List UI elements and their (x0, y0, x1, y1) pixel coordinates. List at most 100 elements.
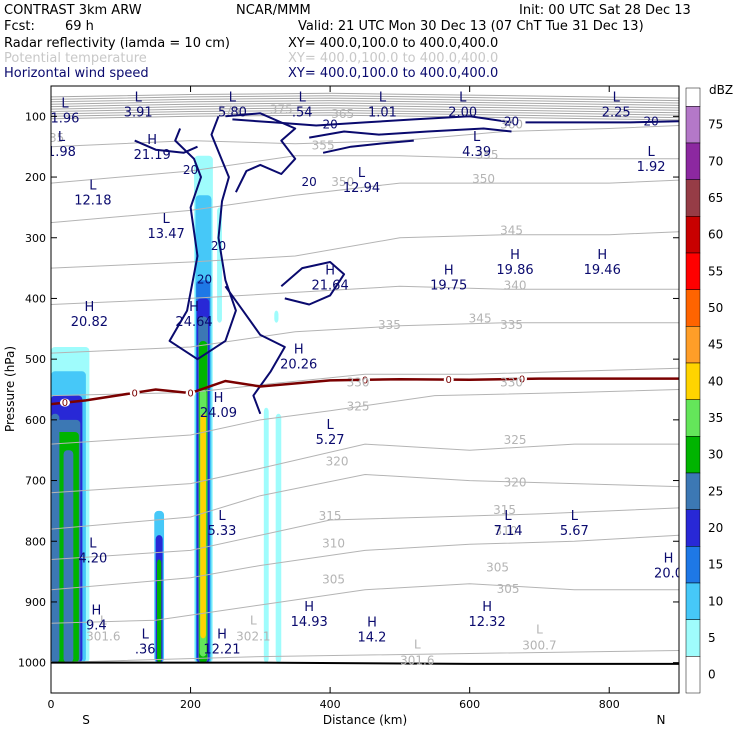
wind-extremum-value: 12.32 (469, 615, 506, 630)
refl-s-30 (157, 559, 162, 663)
wind-contour-label: 20 (322, 117, 337, 131)
theta-extremum-letter: L (100, 613, 107, 627)
theta-strat-0 (51, 92, 679, 99)
theta-contour-6 (51, 389, 679, 445)
colorbar-label: 30 (708, 448, 723, 462)
theta-label: 325 (504, 433, 527, 447)
wind-extremum-letter: L (89, 178, 97, 193)
y-tick-label: 500 (25, 353, 46, 366)
freezing-label-bg (443, 375, 454, 384)
wind-extremum-value: 5.27 (316, 433, 345, 448)
freezing-label-bg (517, 374, 527, 383)
wind-extremum-value: 1.98 (47, 145, 76, 160)
theta-label: 35 (49, 131, 64, 145)
colorbar-label: 70 (708, 154, 723, 168)
colorbar-label: 15 (708, 558, 723, 572)
wind-extremum-letter: H (304, 600, 314, 615)
refl-e2 (275, 413, 282, 663)
theta-strat-9 (51, 114, 679, 121)
field-theta-xy: XY= 400.0,100.0 to 400.0,400.0 (288, 51, 498, 66)
wind-extremum-value: 13.47 (148, 227, 185, 242)
wind-extremum-letter: H (444, 263, 454, 278)
y-tick-label: 300 (25, 232, 46, 245)
wind-extremum-value: .54 (292, 105, 313, 120)
freezing-level-line (51, 377, 679, 406)
theta-label: 340 (504, 278, 527, 292)
field-theta: Potential temperature (4, 51, 147, 66)
x-axis-label: Distance (km) (323, 713, 407, 727)
wind-extremum-letter: H (91, 603, 101, 618)
wind-contour-0 (168, 115, 237, 361)
colorbar-swatch-15 (685, 546, 701, 584)
wind-extremum-letter: L (58, 130, 66, 145)
wind-extremum-letter: H (217, 628, 227, 643)
y-tick-label: 100 (25, 110, 46, 123)
theta-contour-3 (51, 507, 679, 560)
theta-contour-0 (51, 650, 679, 664)
theta-contour-2 (51, 534, 679, 591)
theta-strat-6 (51, 107, 679, 114)
theta-label: 375 (217, 104, 240, 118)
wind-extremum-letter: L (473, 130, 481, 145)
theta-label: 350 (331, 175, 354, 189)
wind-contour-label: 20 (643, 114, 658, 128)
theta-extremum-value: 302.1 (236, 629, 270, 643)
wind-extremum-letter: L (61, 96, 69, 111)
colorbar-swatch-25 (685, 472, 701, 510)
wind-extremum-value: 4.20 (78, 551, 107, 566)
wind-extremum-value: 2.00 (448, 105, 477, 120)
refl-m-40 (200, 413, 206, 639)
theta-label: 325 (347, 400, 370, 414)
colorbar-swatch-50 (685, 289, 701, 327)
theta-label: 315 (493, 503, 516, 517)
colorbar-unit: dBZ (709, 83, 733, 97)
wind-extremum-value: 5.80 (218, 105, 247, 120)
plot-frame (50, 85, 680, 694)
theta-extremum-value: 301.6 (400, 654, 434, 668)
ground-line (51, 661, 679, 665)
x-tick-label: 600 (459, 698, 480, 711)
theta-label: 355 (476, 148, 499, 162)
model-title: CONTRAST 3km ARW (4, 3, 142, 18)
refl-e1 (263, 407, 269, 663)
theta-strat-7 (51, 109, 679, 116)
wind-extremum-value: 1.96 (50, 111, 79, 126)
y-axis-label: Pressure (hPa) (3, 346, 17, 432)
field-wind: Horizontal wind speed (4, 66, 149, 81)
axes: 0 200 400 600 800100200300400500600700800900… (18, 86, 679, 711)
theta-contour-5 (51, 443, 679, 494)
wind-extremum-value: 9.4 (86, 618, 107, 633)
colorbar-label: 20 (708, 521, 723, 535)
wind-extremum-letter: H (482, 600, 492, 615)
colorbar-label: 75 (708, 118, 723, 132)
refl-w-core (63, 450, 74, 663)
colorbar-swatch-30 (685, 436, 701, 474)
theta-label: 320 (326, 454, 349, 468)
freezing-label-bg (360, 375, 370, 384)
theta-label: 360 (500, 117, 523, 131)
wind-extremum-letter: L (135, 90, 143, 105)
wind-contour-7 (224, 285, 286, 415)
wind-extremum-value: 2.25 (602, 105, 631, 120)
theta-strat-4 (51, 102, 679, 109)
center-label: NCAR/MMM (236, 3, 311, 18)
wind-contour-label: 20 (504, 114, 519, 128)
theta-label: 335 (378, 318, 401, 332)
wind-extremum-letter: L (163, 212, 171, 227)
theta-strat-8 (51, 112, 679, 119)
y-tick-label: 1000 (18, 657, 46, 670)
theta-contour-9 (51, 285, 679, 305)
field-reflectivity: Radar reflectivity (lamda = 10 cm) (4, 36, 230, 51)
theta-strat-2 (51, 97, 679, 104)
theta-contour-13 (51, 125, 679, 148)
wind-contour-label: 20 (211, 239, 226, 253)
colorbar-label: 35 (708, 411, 723, 425)
wind-extremum-value: 4.39 (462, 145, 491, 160)
wind-extremum-value: 20.0 (654, 567, 683, 582)
colorbar-label: 10 (708, 594, 723, 608)
y-tick-label: 400 (25, 292, 46, 305)
colorbar-swatch-20 (685, 509, 701, 547)
